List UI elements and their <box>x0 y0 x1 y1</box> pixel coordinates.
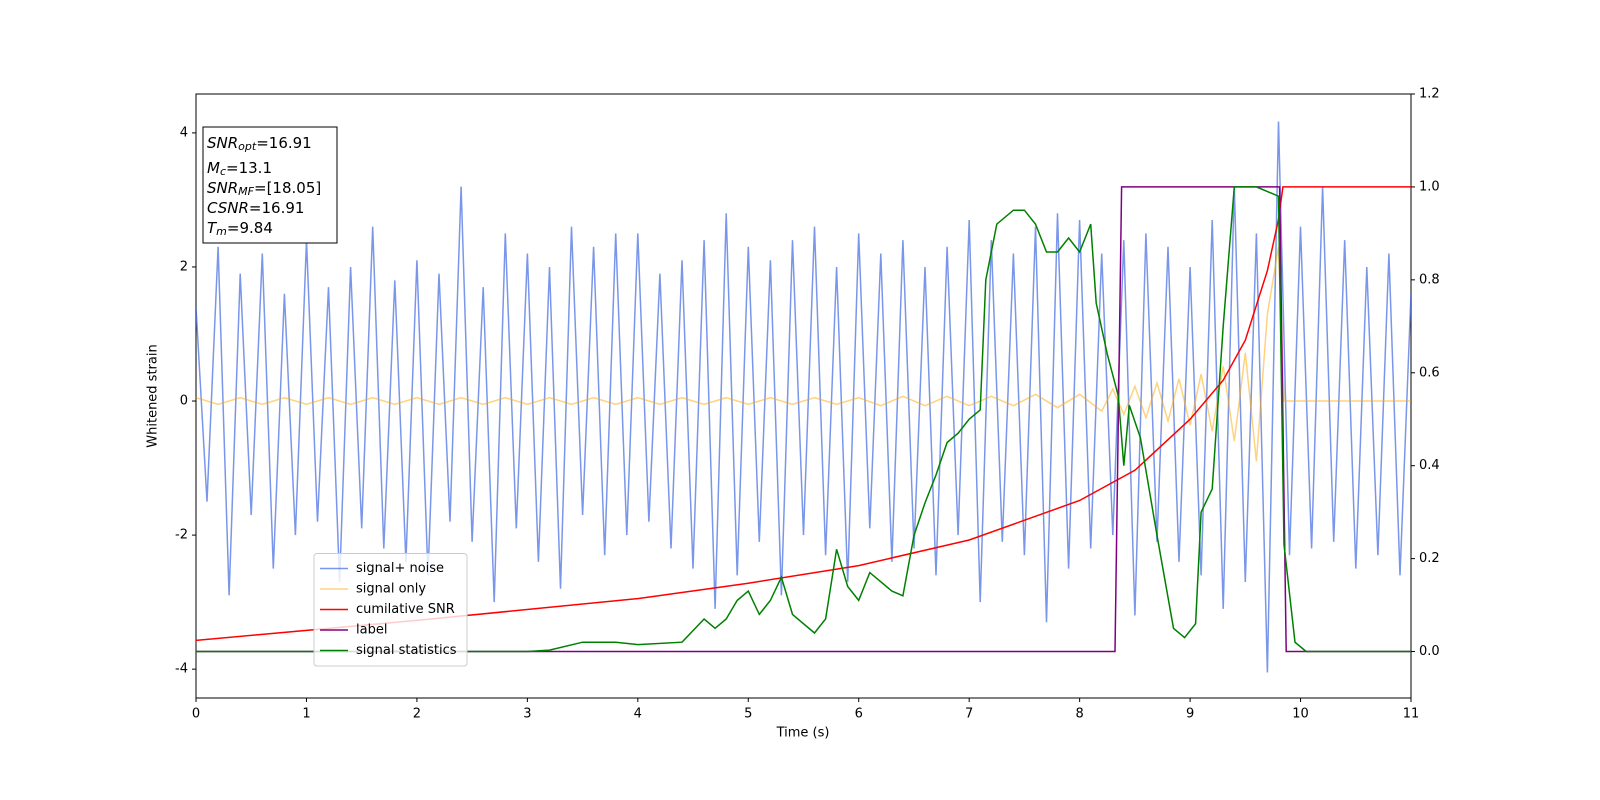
annotation-line: Mc=13.1 <box>207 159 272 179</box>
y-tick-label: 4 <box>180 125 188 140</box>
annotation-sub: opt <box>238 140 257 153</box>
x-tick-label: 7 <box>965 707 973 722</box>
annotation-name: M <box>207 159 220 177</box>
annotation-line: CSNR=16.91 <box>207 199 304 217</box>
annotation-name: SNR <box>207 179 238 197</box>
annotation-line: SNRopt=16.91 <box>207 134 312 154</box>
legend-label: cumilative SNR <box>356 602 455 617</box>
annotation-value: =16.91 <box>249 199 305 217</box>
legend-label: signal+ noise <box>356 561 444 576</box>
annotation-box: SNRopt=16.91Mc=13.1SNRMF=[18.05]CSNR=16.… <box>202 126 338 244</box>
x-tick-label: 6 <box>855 707 863 722</box>
x-tick-label: 1 <box>302 707 310 722</box>
annotation-value: =13.1 <box>226 159 272 177</box>
legend-label: label <box>356 623 387 638</box>
annotation-frame <box>202 126 338 244</box>
y2-tick-label: 0.2 <box>1419 551 1440 566</box>
x-tick-label: 9 <box>1186 707 1194 722</box>
annotation-value: =16.91 <box>256 134 312 152</box>
y2-tick-label: 1.2 <box>1419 87 1440 102</box>
annotation-value: =[18.05] <box>254 179 321 197</box>
y2-tick-label: 0.6 <box>1419 365 1440 380</box>
y2-tick-label: 1.0 <box>1419 179 1440 194</box>
series-line <box>196 246 1411 462</box>
annotation-sub: MF <box>238 185 254 198</box>
plot-frame <box>195 93 1412 699</box>
y2-tick-label: 0.4 <box>1419 458 1440 473</box>
annotation-value: =9.84 <box>227 219 273 237</box>
y2-tick-label: 0.8 <box>1419 272 1440 287</box>
annotation-sub: c <box>220 165 226 178</box>
x-tick-label: 4 <box>634 707 642 722</box>
legend-label: signal statistics <box>356 643 457 658</box>
annotation-line: SNRMF=[18.05] <box>207 179 321 199</box>
y2-tick-label: 0.0 <box>1419 644 1440 659</box>
legend-frame <box>313 553 468 667</box>
annotation-name: CSNR <box>207 199 249 217</box>
x-tick-label: 0 <box>192 707 200 722</box>
series-line <box>196 121 1411 673</box>
annotation-name: SNR <box>207 134 238 152</box>
y-tick-label: 2 <box>180 259 188 274</box>
annotation-name: T <box>207 219 218 237</box>
legend: signal+ noise signal only cumilative SNR la… <box>313 553 468 667</box>
x-tick-label: 5 <box>744 707 752 722</box>
x-tick-label: 10 <box>1292 707 1309 722</box>
y-tick-label: 0 <box>180 394 188 409</box>
x-tick-label: 2 <box>413 707 421 722</box>
x-tick-label: 8 <box>1075 707 1083 722</box>
y-tick-label: -2 <box>175 528 188 543</box>
annotation-line: Tm=9.84 <box>207 219 273 239</box>
annotation-sub: m <box>216 225 227 238</box>
x-tick-label: 3 <box>523 707 531 722</box>
x-axis-label: Time (s) <box>776 726 830 741</box>
y-axis-label: Whitened strain <box>146 344 161 447</box>
series-line <box>196 186 1411 642</box>
y-tick-label: -4 <box>175 662 188 677</box>
x-tick-label: 11 <box>1403 707 1420 722</box>
series-line <box>196 186 1411 653</box>
legend-label: signal only <box>356 582 426 597</box>
